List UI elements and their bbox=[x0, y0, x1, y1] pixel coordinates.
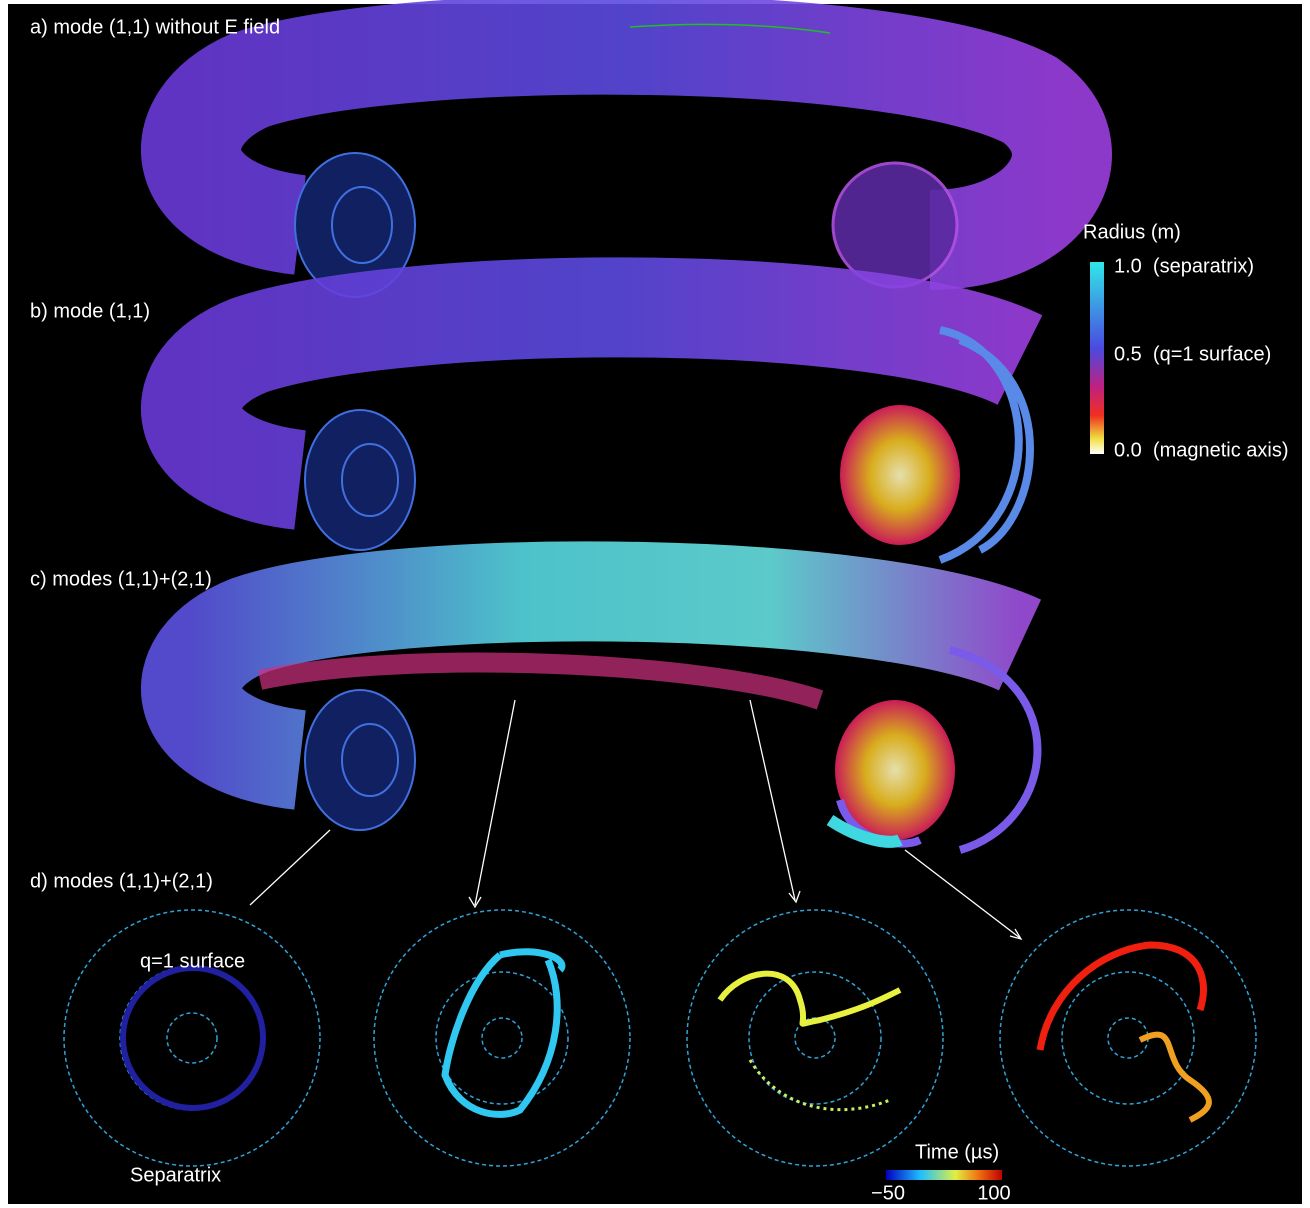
cross-sections bbox=[63, 909, 1257, 1167]
panel-label: c) modes (1,1)+(2,1) bbox=[30, 568, 212, 590]
panel-label: a) mode (1,1) without E field bbox=[30, 16, 280, 38]
radius-colorbar bbox=[1090, 262, 1104, 454]
colorbar-label: 100 bbox=[977, 1182, 1010, 1204]
arrows bbox=[249, 699, 1023, 941]
colorbar-label: −50 bbox=[871, 1182, 905, 1204]
colorbar-label: 1.0 (separatrix) bbox=[1114, 255, 1254, 277]
annotation: q=1 surface bbox=[140, 950, 245, 972]
panel-label: d) modes (1,1)+(2,1) bbox=[30, 870, 213, 892]
time-colorbar bbox=[886, 1170, 1002, 1180]
colorbar-label: 0.5 (q=1 surface) bbox=[1114, 343, 1271, 365]
torus-c bbox=[141, 541, 1042, 854]
annotation: Separatrix bbox=[130, 1164, 221, 1186]
colorbar-title: Radius (m) bbox=[1083, 221, 1181, 243]
panel-label: b) mode (1,1) bbox=[30, 300, 150, 322]
colorbar-title: Time (µs) bbox=[915, 1141, 999, 1163]
torus-b bbox=[141, 257, 1043, 564]
colorbar-label: 0.0 (magnetic axis) bbox=[1114, 439, 1289, 461]
